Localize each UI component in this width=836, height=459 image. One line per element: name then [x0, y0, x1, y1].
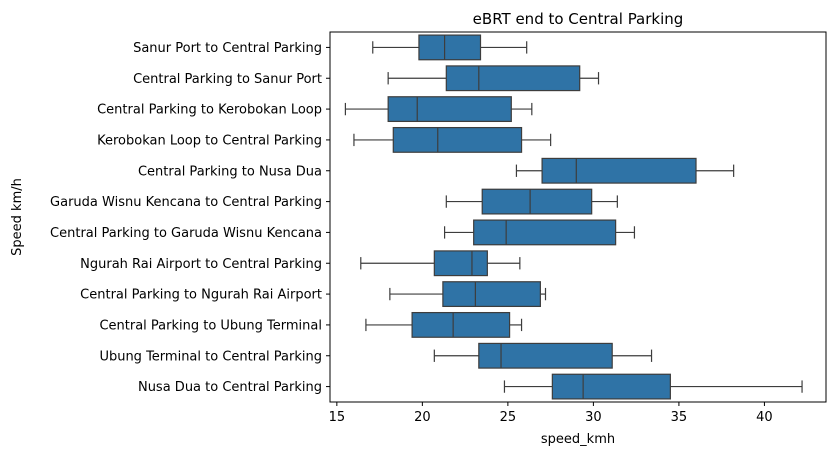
y-axis: Sanur Port to Central Parking Central Par… [50, 41, 330, 395]
iqr-box [442, 281, 541, 308]
iqr-box [433, 250, 488, 277]
iqr-box [418, 34, 482, 61]
box-group [443, 219, 636, 246]
box-group [389, 281, 547, 308]
y-tick-label: Central Parking to Ngurah Rai Airport [80, 288, 322, 303]
x-tick-label: 30 [585, 410, 602, 425]
y-tick-label: Central Parking to Sanur Port [133, 72, 322, 87]
iqr-box [392, 126, 523, 153]
y-tick-label: Kerobokan Loop to Central Parking [97, 133, 322, 148]
box-group [515, 157, 735, 184]
box-group [353, 126, 552, 153]
iqr-box [481, 188, 593, 215]
iqr-box [473, 219, 617, 246]
y-tick-label: Central Parking to Kerobokan Loop [97, 103, 322, 118]
y-axis-label: Speed km/h [10, 178, 25, 256]
box-group [503, 373, 803, 400]
y-tick-label: Central Parking to Ubung Terminal [99, 318, 322, 333]
boxes-layer [344, 34, 803, 400]
iqr-box [445, 65, 581, 92]
chart-title: eBRT end to Central Parking [473, 10, 684, 28]
plot-frame [329, 31, 827, 403]
x-tick-label: 25 [500, 410, 517, 425]
box-group [372, 34, 528, 61]
y-tick-label: Central Parking to Garuda Wisnu Kencana [50, 226, 322, 241]
x-axis-label: speed_kmh [541, 432, 615, 447]
box-group [445, 188, 618, 215]
x-tick-label: 40 [756, 410, 773, 425]
box-group [365, 311, 523, 338]
iqr-box [541, 157, 697, 184]
y-tick-label: Garuda Wisnu Kencana to Central Parking [50, 195, 322, 210]
iqr-box [411, 311, 511, 338]
box-group [360, 250, 521, 277]
y-tick-label: Central Parking to Nusa Dua [138, 164, 322, 179]
iqr-box [551, 373, 671, 400]
iqr-box [478, 342, 613, 369]
x-axis: 15 20 25 30 35 40 [329, 402, 773, 425]
box-group [387, 65, 600, 92]
iqr-box [387, 96, 512, 123]
y-tick-label: Sanur Port to Central Parking [133, 41, 322, 56]
x-tick-label: 15 [329, 410, 346, 425]
box-group [344, 96, 533, 123]
y-tick-label: Ubung Terminal to Central Parking [99, 349, 322, 364]
x-tick-label: 35 [671, 410, 688, 425]
box-group [433, 342, 653, 369]
y-tick-label: Ngurah Rai Airport to Central Parking [80, 257, 322, 272]
x-tick-label: 20 [414, 410, 431, 425]
y-tick-label: Nusa Dua to Central Parking [138, 380, 322, 395]
